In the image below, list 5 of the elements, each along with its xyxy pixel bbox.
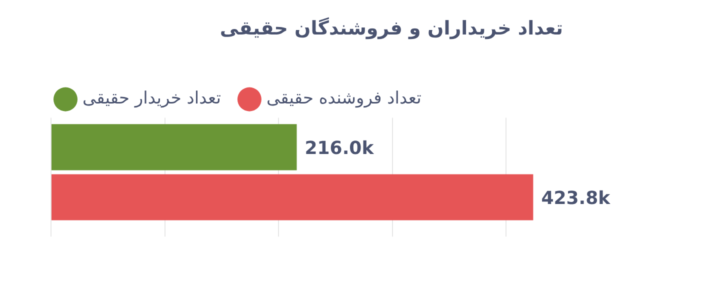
legend-label: تعداد خریدار حقیقی [82,88,222,109]
legend-label: تعداد فروشنده حقیقی [266,88,422,109]
chart-title: تعداد خریداران و فروشندگان حقیقی [220,16,563,40]
data-label: 423.8k [541,188,612,209]
data-label: 216.0k [304,138,375,159]
